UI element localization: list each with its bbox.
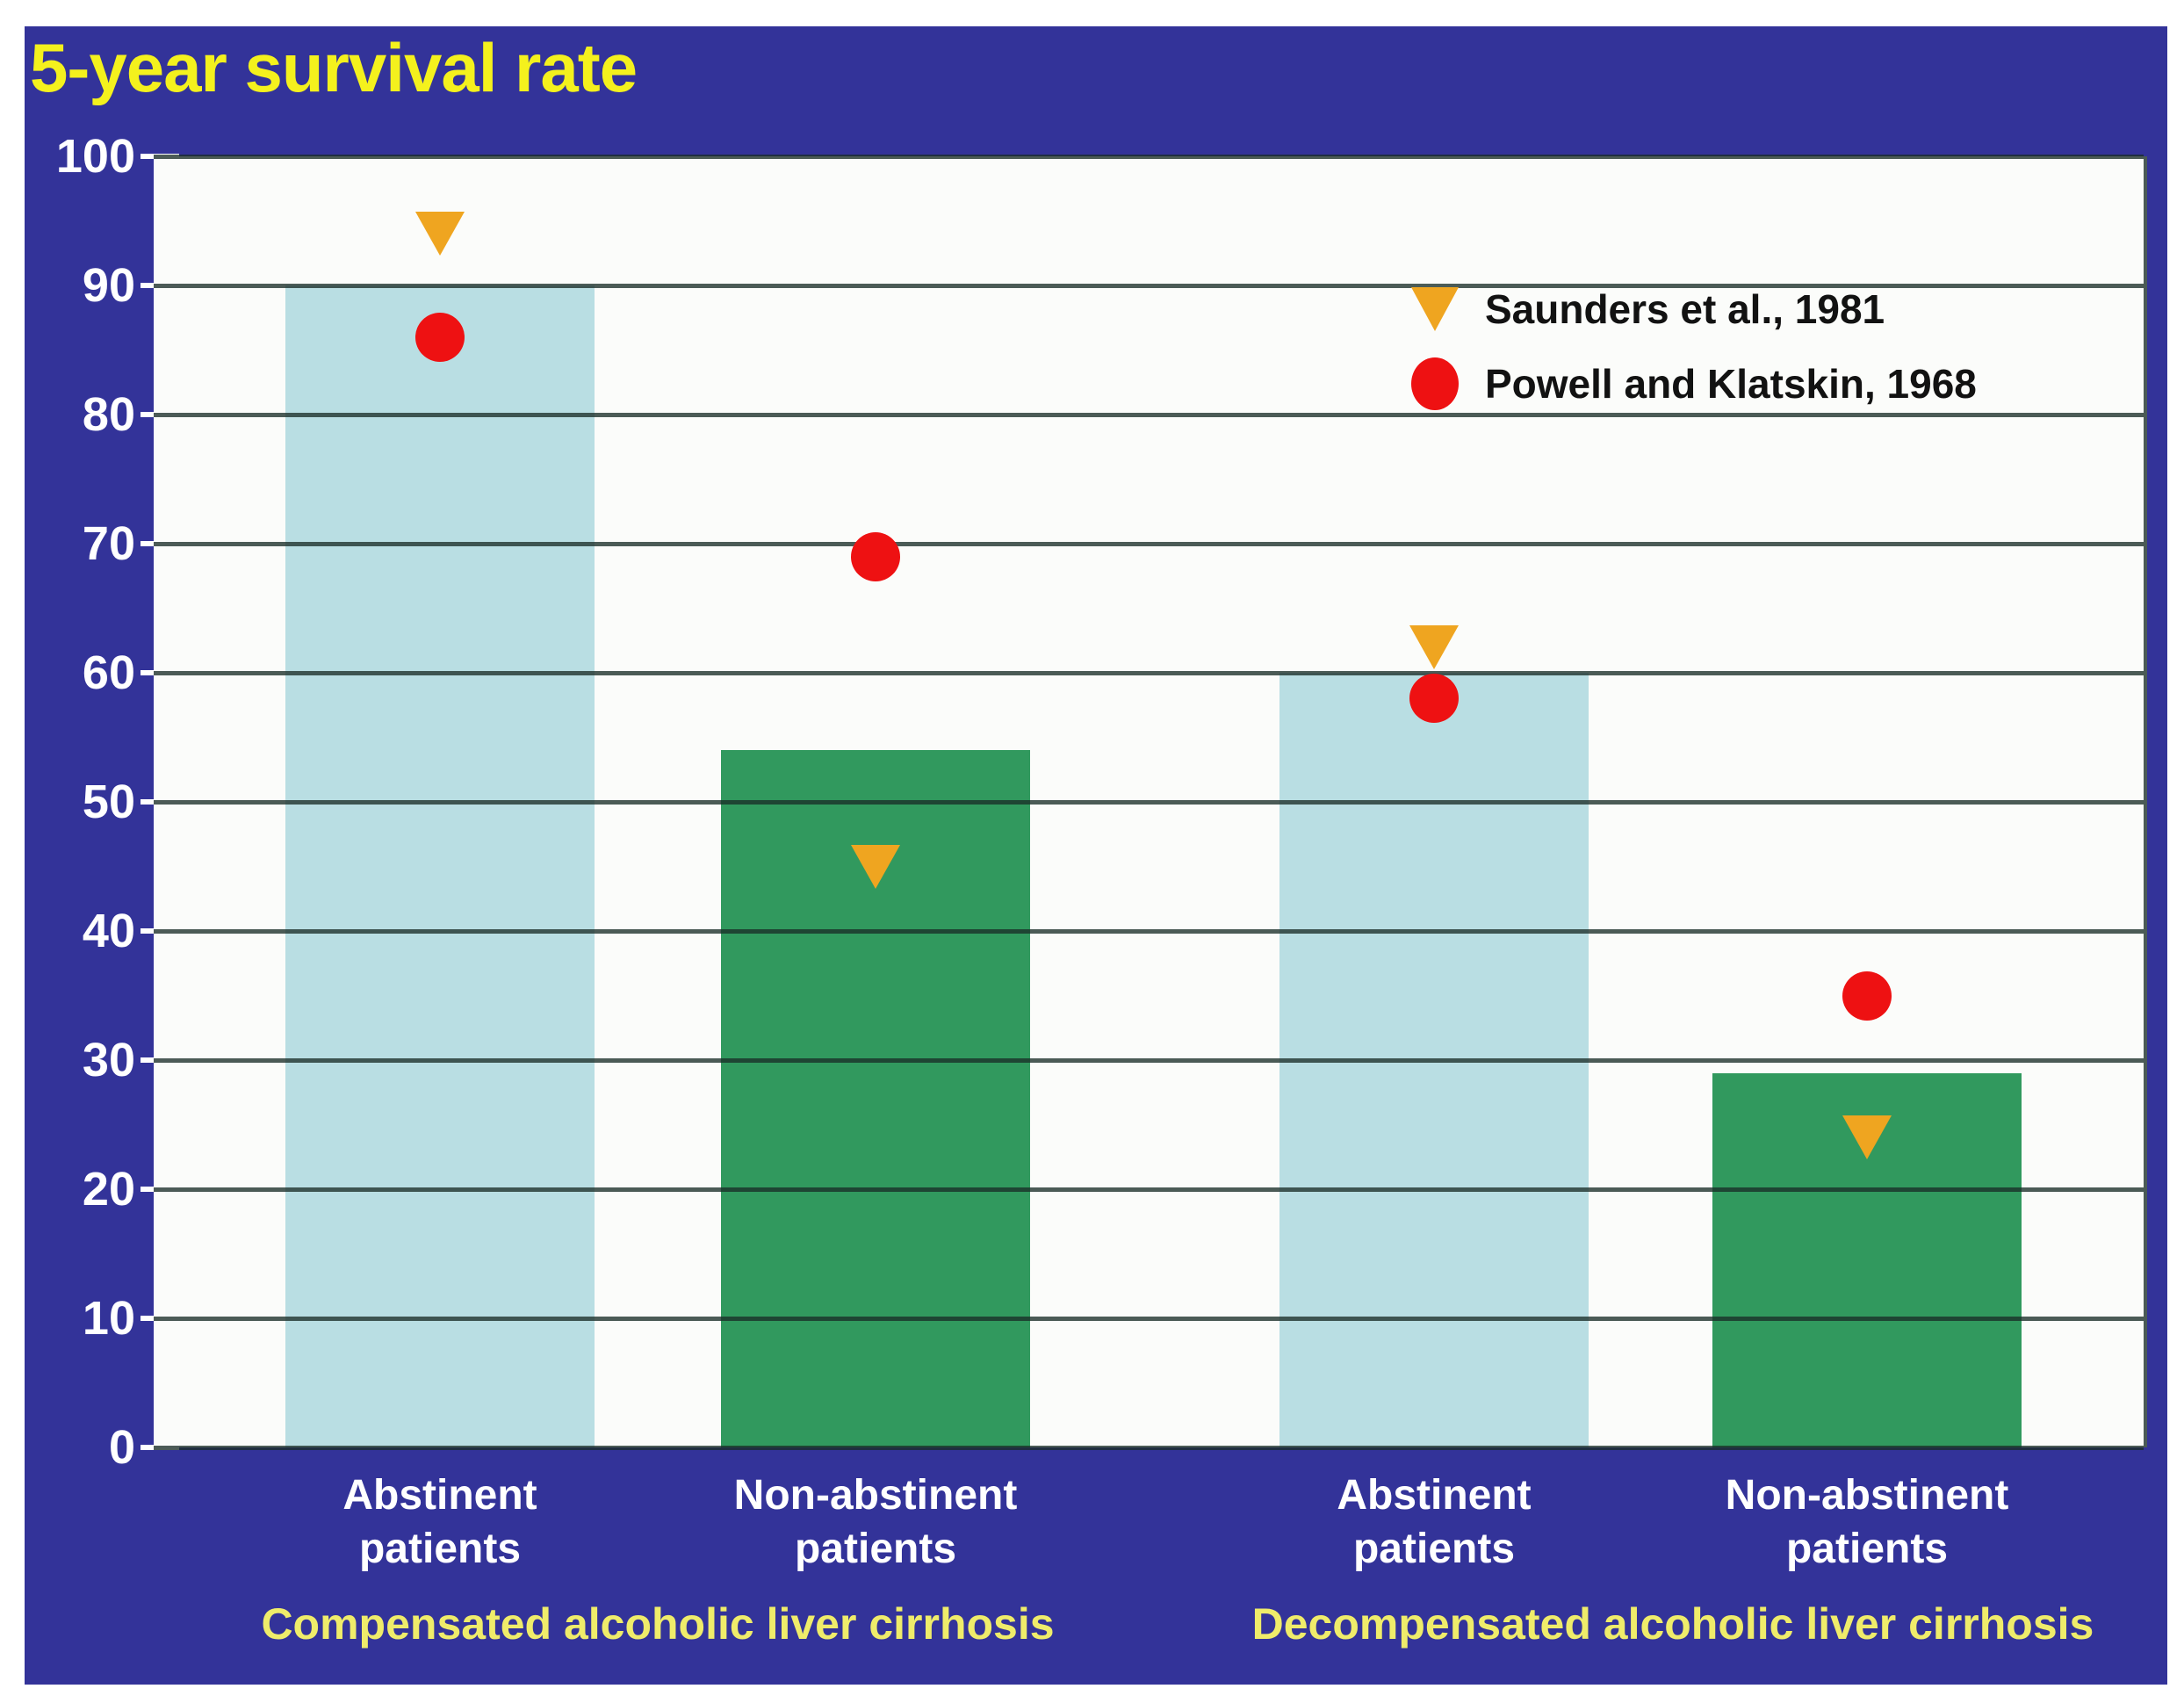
gridline-10 — [154, 1316, 2144, 1321]
gridline-20 — [154, 1187, 2144, 1192]
group-caption-1: Decompensated alcoholic liver cirrhosis — [1251, 1599, 2094, 1649]
plot-area: Saunders et al., 1981 Powell and Klatski… — [154, 154, 2147, 1450]
y-axis-label-60: 60 — [82, 646, 135, 699]
gridline-0 — [154, 1445, 2144, 1450]
gridline-60 — [154, 670, 2144, 675]
legend: Saunders et al., 1981 Powell and Klatski… — [1411, 276, 1977, 425]
saunders-marker — [1409, 624, 1459, 669]
chart-title: 5-year survival rate — [30, 29, 638, 106]
group-caption-0: Compensated alcoholic liver cirrhosis — [261, 1599, 1055, 1649]
powell-marker — [415, 312, 465, 362]
y-axis-label-100: 100 — [55, 130, 135, 183]
legend-label-saunders: Saunders et al., 1981 — [1485, 286, 1885, 332]
x-axis-label-2: Abstinent patients — [1337, 1472, 1532, 1573]
gridline-80 — [154, 412, 2144, 417]
gridline-40 — [154, 928, 2144, 934]
y-axis-label-90: 90 — [82, 259, 135, 312]
gridline-30 — [154, 1057, 2144, 1063]
gridline-90 — [154, 283, 2144, 288]
y-axis-label-50: 50 — [82, 776, 135, 828]
y-axis-label-80: 80 — [82, 388, 135, 441]
y-axis-label-40: 40 — [82, 905, 135, 957]
circle-icon — [1411, 357, 1459, 410]
gridline-70 — [154, 541, 2144, 546]
bar-abstinent-patients-0 — [285, 285, 595, 1447]
y-axis-label-70: 70 — [82, 517, 135, 570]
powell-marker — [851, 531, 900, 581]
slide-background: 5-year survival rate Saunders et al., 19… — [25, 26, 2167, 1685]
y-axis-label-0: 0 — [108, 1421, 135, 1474]
powell-marker — [1842, 971, 1892, 1021]
gridline-50 — [154, 799, 2144, 805]
x-axis-label-1: Non-abstinent patients — [733, 1472, 1018, 1573]
powell-marker — [1409, 674, 1459, 724]
x-axis-label-3: Non-abstinent patients — [1725, 1472, 2009, 1573]
legend-item-powell: Powell and Klatskin, 1968 — [1411, 350, 1977, 417]
saunders-marker — [1842, 1115, 1892, 1160]
saunders-marker — [415, 212, 465, 256]
legend-label-powell: Powell and Klatskin, 1968 — [1485, 361, 1977, 407]
legend-item-saunders: Saunders et al., 1981 — [1411, 276, 1977, 343]
saunders-marker — [851, 844, 900, 889]
x-axis-label-0: Abstinent patients — [342, 1472, 537, 1573]
y-axis-label-10: 10 — [82, 1292, 135, 1345]
y-axis-label-20: 20 — [82, 1163, 135, 1216]
y-axis-label-30: 30 — [82, 1034, 135, 1086]
gridline-100 — [154, 154, 2144, 159]
triangle-down-icon — [1411, 287, 1459, 331]
